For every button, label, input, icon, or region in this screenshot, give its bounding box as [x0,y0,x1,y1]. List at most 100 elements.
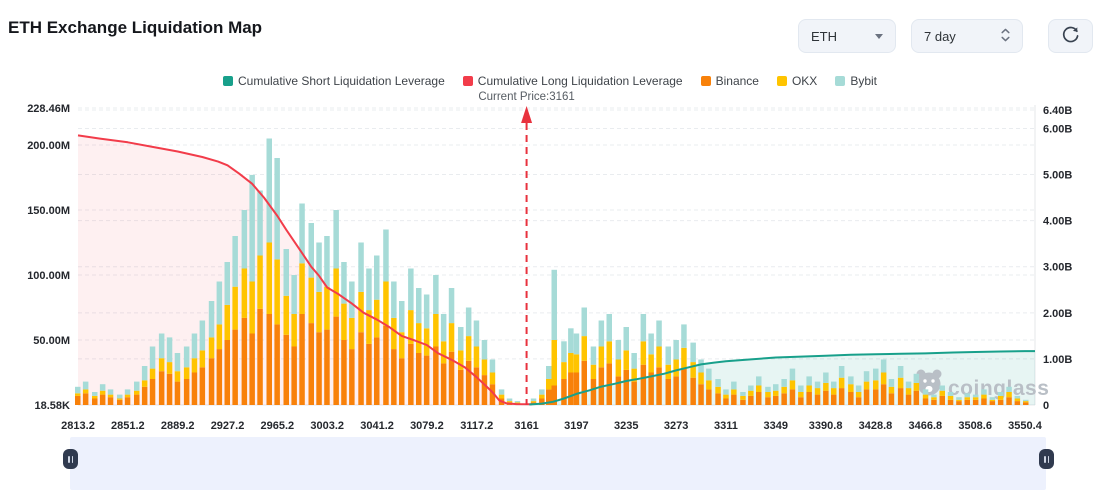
stacked-bar-segment [391,281,397,318]
stacked-bar-segment [873,380,879,390]
stacked-bar-segment [706,380,712,390]
stacked-bar-segment [174,381,181,405]
stacked-bar-segment [199,320,206,351]
x-axis-tick: 2813.2 [61,420,95,432]
stacked-bar-segment [266,242,272,314]
stacked-bar-segment [249,174,255,282]
legend-item-bybit[interactable]: Bybit [835,74,877,88]
stacked-bar-segment [964,393,970,398]
long-leverage-line [77,134,533,406]
x-axis-tick: 2927.2 [211,420,245,432]
legend-item-binance[interactable]: Binance [700,74,759,88]
stacked-bar-segment [166,373,173,405]
range-slider-track[interactable] [63,437,1054,490]
stacked-bar-segment [506,401,513,403]
current-price-arrow-icon [521,106,533,123]
x-axis-tick: 3117.2 [460,420,493,432]
stacked-bar-segment [981,394,987,399]
stacked-bar-segment [99,394,106,405]
stacked-bar-segment [789,368,796,381]
stacked-bar-segment [1023,402,1029,405]
stacked-bar-segment [391,349,397,405]
symbol-select[interactable]: ETH [798,19,896,53]
stacked-bar-segment [465,360,472,405]
stacked-bar-segment [539,394,545,399]
legend-item-okx[interactable]: OKX [776,74,817,88]
stacked-bar-segment [448,288,455,324]
stacked-bar-segment [997,392,1004,396]
stacked-bar-segment [489,372,496,385]
legend-item-cumulative-long-liquidation-leverage[interactable]: Cumulative Long Liquidation Leverage [462,74,683,88]
stacked-bar-segment [581,360,587,405]
stacked-bar-segment [283,249,289,296]
stacked-bar-segment [863,371,870,382]
stacked-bar-segment [981,389,987,395]
stacked-bar-segment [561,362,567,379]
stacked-bar-segment [75,395,81,405]
legend-item-cumulative-short-liquidation-leverage[interactable]: Cumulative Short Liquidation Leverage [222,74,445,88]
stacked-bar-segment [748,385,754,391]
cumulative-lines [77,134,1035,406]
stacked-bar-segment [208,301,215,338]
stacked-bar-segment [789,380,796,390]
stacked-bar-segment [964,399,970,405]
stacked-bar-segment [723,394,729,399]
stacked-bar-segment [224,340,230,405]
stacked-bar-segment [880,372,887,385]
stacked-bar-segment [931,394,937,398]
stacked-bar-segment [124,389,131,395]
stacked-bar-segment [590,346,597,365]
stacked-bar-segment [539,398,545,405]
stacked-bar-segment [1006,397,1012,405]
stacked-bar-segment [814,394,821,405]
stacked-bar-segment [615,340,622,360]
stacked-bar-segment [241,210,248,269]
stacked-bar-segment [158,333,165,359]
stacked-bar-segment [715,393,721,405]
stacked-bar-segment [581,336,587,361]
left-axis-tick: 18.58K [35,400,71,412]
stacked-bar-segment [673,340,679,360]
stacked-bar-segment [117,398,123,400]
stacked-bar-segment [814,388,821,395]
period-select[interactable]: 7 day [911,19,1023,53]
stacked-bar-segment [690,377,696,405]
stacked-bar-segment [374,337,380,405]
stacked-bar-segment [216,349,223,405]
x-axis-tick: 3390.8 [809,420,843,432]
range-slider-right-handle[interactable] [1039,449,1054,469]
stacked-bar-segment [939,395,945,405]
stacked-bar-segment [391,317,397,350]
short-leverage-line [529,350,1035,406]
stacked-bar-segment [274,158,280,260]
stacked-bar-segment [324,329,330,405]
stacked-bar-segment [107,394,114,398]
stacked-bar-segment [232,236,238,287]
stacked-bar-segment [913,373,920,383]
stacked-bar-segment [341,340,347,405]
refresh-button[interactable] [1048,19,1093,53]
stacked-bar-segment [514,401,521,403]
stacked-bar-segment [166,362,173,374]
stacked-bar-segment [149,346,156,369]
stacked-bar-segment [873,389,879,405]
stacked-bar-segment [947,395,954,400]
stacked-bar-segment [141,366,148,381]
stacked-bar-segment [665,346,671,365]
stacked-bar-segment [399,332,405,359]
axis-labels: 228.46M 200.00M 150.00M 100.00M 50.00M 18.58K… [27,103,1072,432]
stacked-bar-segment [806,376,812,386]
current-price-marker: Current Price:3161 [478,91,575,405]
stacked-bar-segment [208,358,215,405]
range-slider-left-handle[interactable] [63,449,78,469]
right-axis-tick: 3.00B [1043,262,1072,274]
stacked-bar-segment [458,327,464,351]
stacked-bar-segment [308,323,314,405]
stacked-bar-segment [748,395,754,405]
x-axis-tick: 3273 [664,420,688,432]
stacked-bar-segment [191,372,198,405]
stacked-bar-segment [308,277,314,324]
stacked-bar-segment [848,392,854,405]
left-axis-tick: 228.46M [27,103,70,115]
